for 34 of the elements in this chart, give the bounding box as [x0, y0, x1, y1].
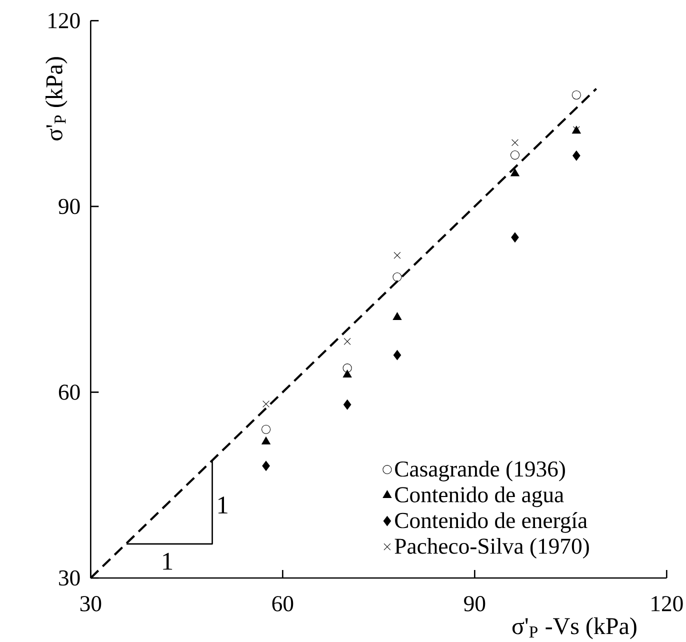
- point: [344, 338, 351, 345]
- point: [342, 370, 352, 378]
- x-axis-title: σ'$_{P}$ -Vs (kPa): [512, 617, 636, 640]
- legend-label: Pacheco-Silva (1970): [394, 538, 589, 558]
- point: [394, 252, 401, 259]
- point: [510, 168, 520, 176]
- annotation: 1: [163, 552, 172, 570]
- y-tick-label: 120: [48, 13, 80, 28]
- y-tick-label: 60: [58, 384, 80, 400]
- point: [512, 139, 518, 146]
- point: [343, 400, 352, 410]
- point: [392, 312, 402, 320]
- y-tick-label: 30: [59, 570, 80, 586]
- point: [262, 400, 270, 408]
- annotation: 1: [218, 496, 228, 514]
- x-tick-label: 30: [80, 596, 102, 612]
- y-axis-title: σ'$_{P}$ (kPa): [46, 57, 68, 140]
- legend-label: Casagrande (1936): [395, 460, 565, 482]
- point: [572, 150, 580, 161]
- y-tick-label: 90: [58, 198, 80, 214]
- point: [342, 364, 352, 373]
- point: [261, 424, 271, 434]
- point: [572, 90, 581, 100]
- point: [510, 150, 520, 160]
- point: [392, 272, 402, 282]
- legend-label: Contenido de agua: [395, 486, 564, 508]
- x-tick-label: 60: [272, 596, 294, 612]
- point: [393, 350, 402, 360]
- x-tick-label: 90: [464, 596, 486, 612]
- point: [262, 460, 270, 471]
- x-tick-label: 120: [652, 596, 683, 612]
- point: [262, 436, 270, 444]
- point: [511, 232, 519, 242]
- legend-label: Contenido de energía: [395, 512, 588, 533]
